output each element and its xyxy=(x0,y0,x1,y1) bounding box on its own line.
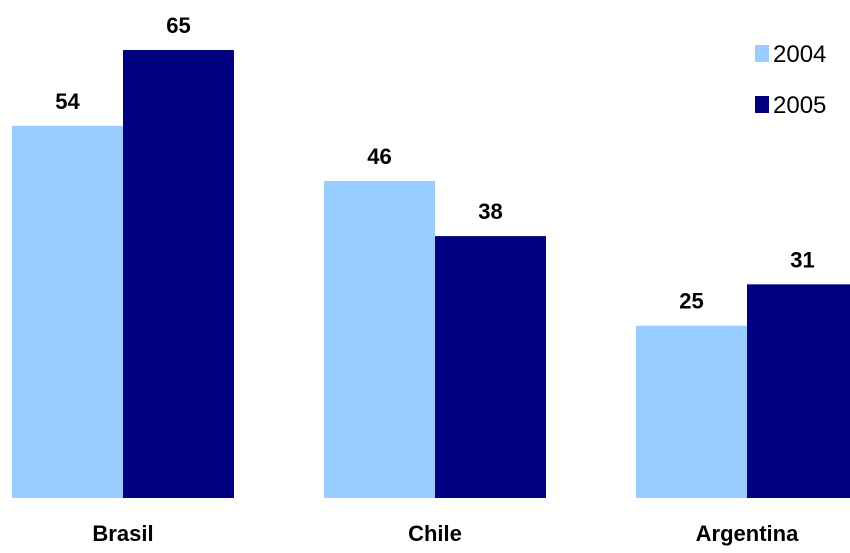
bars-group xyxy=(12,50,850,499)
bar-argentina-2004 xyxy=(636,325,747,498)
legend-label-2005: 2005 xyxy=(773,92,826,119)
data-label-argentina-2004: 25 xyxy=(679,289,703,314)
legend-swatch-2004 xyxy=(755,45,769,62)
data-label-brasil-2004: 54 xyxy=(55,89,80,114)
legend: 2004 2005 xyxy=(755,41,826,119)
data-label-brasil-2005: 65 xyxy=(166,13,190,38)
bar-argentina-2005 xyxy=(747,284,850,498)
data-label-chile-2005: 38 xyxy=(478,199,502,224)
bar-brasil-2004 xyxy=(12,125,123,499)
data-label-argentina-2005: 31 xyxy=(790,247,814,272)
category-label-brasil: Brasil xyxy=(92,521,153,546)
category-label-argentina: Argentina xyxy=(696,521,799,546)
bar-brasil-2005 xyxy=(123,50,234,498)
category-labels-group: Brasil Chile Argentina xyxy=(92,521,799,546)
legend-label-2004: 2004 xyxy=(773,41,826,68)
data-label-chile-2004: 46 xyxy=(367,144,391,169)
data-labels-group: 54 65 46 38 25 31 xyxy=(55,13,814,314)
category-label-chile: Chile xyxy=(408,521,462,546)
bar-chile-2004 xyxy=(324,180,435,498)
legend-swatch-2005 xyxy=(755,96,769,113)
bar-chile-2005 xyxy=(435,236,546,499)
